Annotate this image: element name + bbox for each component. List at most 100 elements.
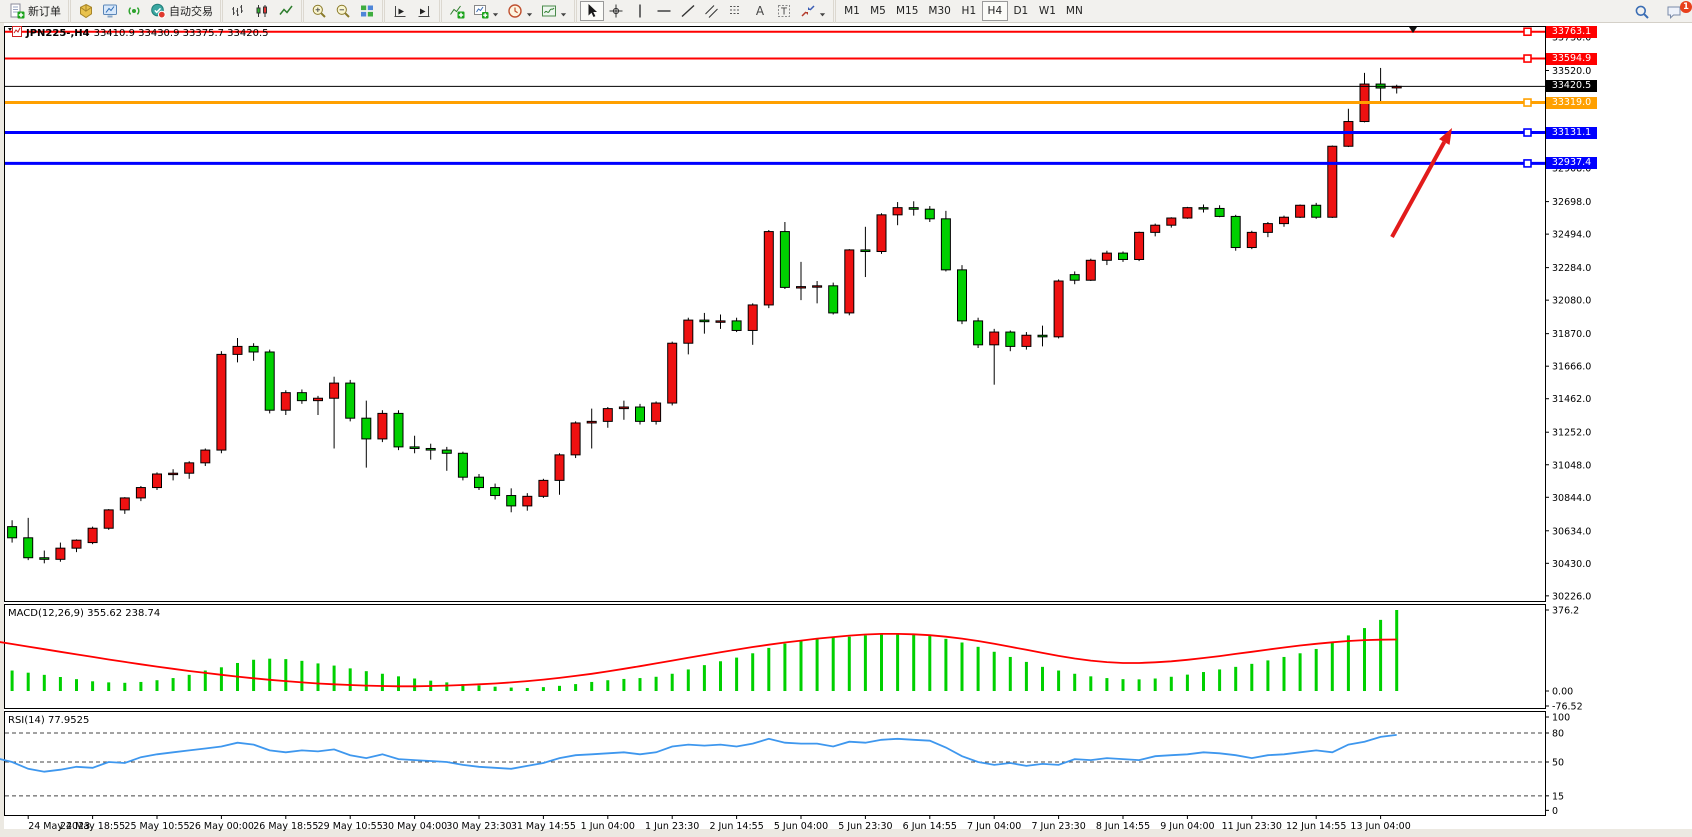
notifications-button[interactable]: 1 <box>1662 0 1692 22</box>
candle <box>1037 334 1048 338</box>
macd-layer <box>0 609 1399 691</box>
search-icon <box>1634 4 1650 20</box>
candle <box>876 214 887 253</box>
trend-arrow[interactable] <box>1390 128 1452 238</box>
chart-title-symbol: JPN225-,H4 <box>26 27 90 39</box>
line-chart-icon <box>278 3 294 19</box>
hline-handle[interactable] <box>1523 98 1532 107</box>
time-axis-label: 30 May 04:00 <box>382 821 447 832</box>
metaeditor-button[interactable] <box>98 1 122 21</box>
candle <box>280 392 291 411</box>
toolbar-group-trade: 新订单 <box>2 0 68 23</box>
time-axis-label: 26 May 00:00 <box>189 821 254 832</box>
line-chart-button[interactable] <box>274 1 298 21</box>
price-chart[interactable]: 33730.033520.033316.033112.032908.032698… <box>0 23 1692 837</box>
text-label-button[interactable]: T <box>772 1 796 21</box>
timeframe-switcher: M1 M5 M15 M30 H1 H4 D1 W1 MN <box>833 0 1091 23</box>
chevron-down-icon <box>819 8 826 16</box>
candlestick-chart-icon <box>254 3 270 19</box>
arrows-button[interactable] <box>796 1 830 21</box>
fibonacci-button[interactable] <box>724 1 748 21</box>
candle <box>313 397 323 402</box>
tile-windows-button[interactable] <box>355 1 379 21</box>
candle <box>602 408 613 422</box>
auto-scroll-button[interactable] <box>388 1 412 21</box>
zoom-in-button[interactable] <box>307 1 331 21</box>
timeframe-mn[interactable]: MN <box>1061 1 1088 21</box>
candle <box>393 412 404 448</box>
autotrading-button[interactable]: 自动交易 <box>146 1 217 21</box>
hline-handle[interactable] <box>1523 128 1532 137</box>
cursor-button[interactable] <box>580 1 604 21</box>
timeframe-w1[interactable]: W1 <box>1034 1 1061 21</box>
new-chart-button[interactable] <box>469 1 503 21</box>
time-axis-label: 5 Jun 23:30 <box>838 821 892 832</box>
autotrading-icon <box>150 3 166 19</box>
timeframe-m30[interactable]: M30 <box>923 1 955 21</box>
rsi-axis-label: 100 <box>1552 713 1570 724</box>
candle <box>474 476 484 489</box>
candle <box>1327 145 1338 218</box>
bar-chart-button[interactable] <box>226 1 250 21</box>
indicators-button[interactable] <box>445 1 469 21</box>
candle <box>1166 217 1177 226</box>
time-axis-label: 31 May 14:55 <box>511 821 576 832</box>
price-axis-label: 32698.0 <box>1552 197 1591 208</box>
candle <box>892 207 903 216</box>
macd-panel <box>4 604 1546 709</box>
rsi-axis-label: 15 <box>1552 791 1564 802</box>
window-left-edge <box>0 23 4 837</box>
text-button[interactable]: A <box>748 1 772 21</box>
main-panel <box>4 26 1546 602</box>
candle <box>23 537 34 559</box>
candle <box>522 495 533 507</box>
candle <box>667 342 678 404</box>
bar-chart-icon <box>230 3 246 19</box>
price-axis-label: 31252.0 <box>1552 428 1591 439</box>
candle <box>409 446 420 449</box>
hline-handle[interactable] <box>1523 54 1532 63</box>
trendline-button[interactable] <box>676 1 700 21</box>
channel-button[interactable] <box>700 1 724 21</box>
auto-scroll-icon <box>392 3 408 19</box>
periods-button[interactable] <box>503 1 537 21</box>
timeframe-m15[interactable]: M15 <box>891 1 923 21</box>
crosshair-icon <box>608 3 624 19</box>
timeframe-m1[interactable]: M1 <box>839 1 865 21</box>
new-chart-icon <box>473 3 489 19</box>
price-axis-label: 32284.0 <box>1552 263 1591 274</box>
zoom-in-icon <box>311 3 327 19</box>
candlestick-chart-button[interactable] <box>250 1 274 21</box>
candle <box>1311 204 1322 218</box>
top-marker-icon[interactable] <box>1409 27 1417 33</box>
templates-button[interactable] <box>537 1 571 21</box>
time-axis-label: 9 Jun 04:00 <box>1160 821 1214 832</box>
hline-handle[interactable] <box>1523 27 1532 37</box>
time-axis-label: 2 Jun 14:55 <box>709 821 763 832</box>
candle <box>103 509 114 529</box>
horizontal-line-button[interactable] <box>652 1 676 21</box>
new-order-button[interactable]: 新订单 <box>5 1 65 21</box>
timeframe-h1[interactable]: H1 <box>956 1 982 21</box>
timeframe-d1[interactable]: D1 <box>1008 1 1034 21</box>
zoom-out-button[interactable] <box>331 1 355 21</box>
timeframe-h4[interactable]: H4 <box>981 1 1008 21</box>
chart-shift-button[interactable] <box>412 1 436 21</box>
price-axis-label: 30430.0 <box>1552 559 1591 570</box>
hline-handle[interactable] <box>1523 159 1532 168</box>
chart-title: JPN225-,H4 33410.9 33430.9 33375.7 33420… <box>8 26 269 40</box>
chevron-down-icon <box>526 8 533 16</box>
current-price-tag: 33420.5 <box>1546 80 1597 93</box>
crosshair-button[interactable] <box>604 1 628 21</box>
candle <box>828 285 839 314</box>
candle <box>71 539 82 549</box>
price-tag-33131.1: 33131.1 <box>1546 126 1597 139</box>
signals-button[interactable] <box>122 1 146 21</box>
market-watch-button[interactable] <box>74 1 98 21</box>
timeframe-m5[interactable]: M5 <box>865 1 891 21</box>
vertical-line-button[interactable] <box>628 1 652 21</box>
search-button[interactable] <box>1630 2 1654 22</box>
time-axis-label: 24 May 18:55 <box>60 821 125 832</box>
candle <box>1246 231 1257 249</box>
candle <box>184 462 195 474</box>
